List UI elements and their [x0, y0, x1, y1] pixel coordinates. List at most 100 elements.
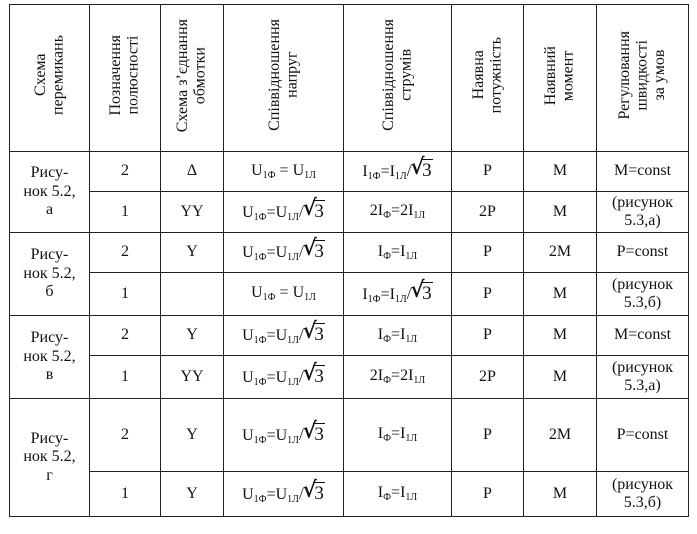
- sqrt-symbol: 3: [302, 478, 325, 505]
- formula-operator: =: [391, 242, 401, 260]
- formula-operator: /: [298, 327, 304, 345]
- sqrt-symbol: 3: [302, 319, 325, 346]
- header-connection: Схема з’єднання обмотки: [160, 4, 224, 152]
- current-ratio-cell: IФ=I1Л: [343, 315, 452, 356]
- formula-operator: /: [298, 485, 304, 503]
- current-ratio-cell: 2IФ=2I1Л: [343, 355, 452, 399]
- formula-subscript: 1Л: [394, 293, 407, 305]
- formula-coefficient: 2: [369, 367, 378, 385]
- moment-cell: M: [523, 315, 597, 356]
- formula-subscript: 1Ф: [253, 211, 267, 223]
- formula-subscript: 1Л: [287, 211, 299, 223]
- formula-coefficient: 2: [400, 202, 409, 220]
- speed-condition-note: (рисунок 5.3,б): [596, 471, 689, 517]
- speed-condition-note: (рисунок 5.3,б): [596, 272, 689, 316]
- connection-cell: Y: [160, 232, 224, 273]
- formula-symbol: U: [242, 368, 254, 386]
- voltage-ratio-cell: U1Ф = U1Л: [223, 272, 344, 316]
- formula-subscript: 1Л: [287, 335, 299, 347]
- scheme-cell: Рису- нок 5.2, в: [9, 315, 90, 399]
- formula-symbol: U: [242, 203, 254, 221]
- formula-subscript: 1Л: [405, 492, 418, 504]
- formula-subscript: 1Ф: [262, 292, 276, 304]
- formula-subscript: 1Л: [287, 493, 299, 505]
- current-ratio-cell: IФ=I1Л: [343, 232, 452, 273]
- formula-symbol: I: [377, 425, 384, 443]
- formula-subscript: Ф: [383, 210, 392, 222]
- formula-symbol: U: [275, 368, 288, 386]
- header-scheme: Схема перемикань: [9, 4, 90, 152]
- formula-operator: =: [391, 202, 401, 220]
- table-row: Рису- нок 5.2, г2YU1Ф=U1Л/3IФ=I1ЛP2MP=co…: [9, 398, 689, 517]
- polarity-cell: 1: [89, 191, 161, 233]
- voltage-ratio-cell: U1Ф=U1Л/3: [223, 355, 344, 399]
- connection-cell: Y: [160, 471, 224, 517]
- power-cell: 2P: [451, 355, 524, 399]
- formula-subscript: 1Ф: [367, 293, 381, 305]
- sqrt-argument: 3: [313, 364, 325, 387]
- current-ratio-cell: 2IФ=2I1Л: [343, 191, 452, 233]
- connection-cell: YY: [160, 191, 224, 233]
- formula-subscript: 1Ф: [253, 493, 267, 505]
- header-speed-regulation: Регулювання швидкості за умов: [596, 4, 689, 152]
- current-ratio-cell: IФ=I1Л: [343, 398, 452, 472]
- formula-operator: =: [380, 163, 390, 181]
- connection-cell: Y: [160, 315, 224, 356]
- speed-condition-note: (рисунок 5.3,а): [596, 191, 689, 233]
- sqrt-argument: 3: [313, 422, 325, 445]
- formula-symbol: U: [275, 203, 288, 221]
- formula-subscript: 1Л: [394, 171, 407, 183]
- formula-subscript: Ф: [383, 333, 392, 345]
- formula-subscript: 1Ф: [253, 434, 267, 446]
- header-voltage-ratio: Співвідношення напруг: [223, 4, 344, 152]
- formula-operator: /: [298, 203, 304, 221]
- formula-operator: /: [406, 285, 412, 303]
- speed-condition-cell: M=const: [596, 315, 689, 356]
- header-polarity: Позначення полюсності: [89, 4, 161, 152]
- formula-subscript: 1Л: [405, 333, 418, 345]
- voltage-ratio-cell: U1Ф=U1Л/3: [223, 398, 344, 472]
- formula-symbol: I: [389, 163, 395, 181]
- formula-subscript: 1Л: [287, 434, 299, 446]
- formula-subscript: Ф: [383, 433, 392, 445]
- formula-operator: =: [391, 425, 401, 443]
- formula-symbol: I: [377, 202, 384, 220]
- header-power: Наявна потужність: [451, 4, 524, 152]
- formula-subscript: 1Ф: [253, 376, 267, 388]
- formula-symbol: U: [275, 485, 288, 503]
- formula-symbol: I: [400, 325, 406, 343]
- moment-cell: M: [523, 272, 597, 316]
- formula-subscript: 1Л: [405, 433, 418, 445]
- current-ratio-cell: I1Ф=I1Л/3: [343, 151, 452, 192]
- formula-operator: /: [298, 368, 304, 386]
- formula-subscript: 1Л: [413, 375, 426, 387]
- speed-condition-note: (рисунок 5.3,а): [596, 355, 689, 399]
- formula-symbol: I: [362, 163, 368, 181]
- polarity-cell: 2: [89, 151, 161, 192]
- power-cell: P: [451, 151, 524, 192]
- formula-symbol: I: [377, 367, 384, 385]
- moment-cell: M: [523, 151, 597, 192]
- sqrt-symbol: 3: [302, 419, 325, 446]
- formula-operator: =: [266, 368, 276, 386]
- polarity-cell: 1: [89, 272, 161, 316]
- voltage-ratio-cell: U1Ф=U1Л/3: [223, 191, 344, 233]
- formula-operator: =: [275, 161, 293, 179]
- formula-operator: =: [266, 426, 276, 444]
- formula-operator: =: [266, 203, 276, 221]
- formula-subscript: 1Ф: [367, 171, 381, 183]
- formula-subscript: Ф: [383, 375, 392, 387]
- power-cell: P: [451, 398, 524, 472]
- formula-operator: =: [266, 244, 276, 262]
- sqrt-argument: 3: [313, 240, 325, 263]
- formula-symbol: I: [400, 425, 406, 443]
- formula-symbol: I: [377, 242, 384, 260]
- power-cell: P: [451, 272, 524, 316]
- scheme-cell: Рису- нок 5.2, г: [9, 398, 90, 517]
- moment-cell: 2M: [523, 398, 597, 472]
- formula-subscript: Ф: [383, 250, 392, 262]
